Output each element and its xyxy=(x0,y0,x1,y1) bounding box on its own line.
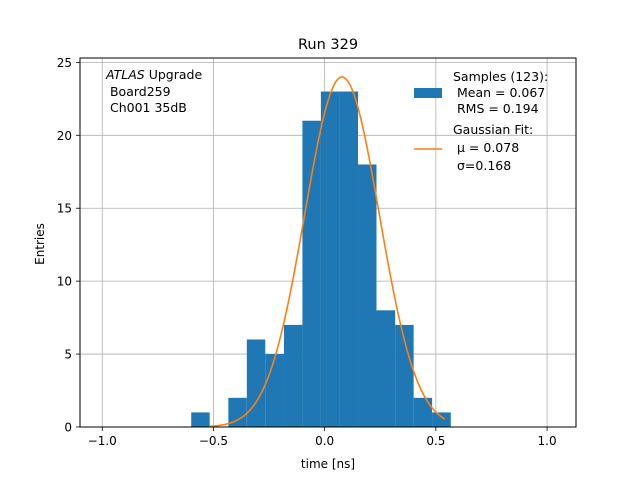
histogram-bar xyxy=(432,412,451,427)
x-tick-label: 0.0 xyxy=(315,434,334,448)
histogram-bar xyxy=(191,412,210,427)
legend-samples-swatch xyxy=(414,88,442,98)
y-tick-label: 5 xyxy=(64,348,72,362)
y-axis-label: Entries xyxy=(33,223,47,265)
histogram-bar xyxy=(246,339,266,427)
atlas-word: ATLAS xyxy=(105,67,145,82)
y-tick-label: 10 xyxy=(57,275,72,289)
upgrade-word: Upgrade xyxy=(145,67,203,82)
histogram-bars xyxy=(191,91,451,428)
histogram-bar xyxy=(228,397,247,427)
histogram-bar xyxy=(283,324,303,427)
legend: Samples (123): Mean = 0.067 RMS = 0.194 … xyxy=(414,69,548,173)
gaussian-fit-curve xyxy=(208,76,446,428)
legend-samples-rms: RMS = 0.194 xyxy=(453,101,539,116)
legend-fit-title: Gaussian Fit: xyxy=(453,122,533,137)
axis-ticks: −1.0 −0.5 0.0 0.5 1.0 0 5 10 15 20 25 xyxy=(57,56,557,448)
histogram-bar xyxy=(395,324,414,427)
channel-label: Ch001 35dB xyxy=(106,100,187,115)
legend-fit-sigma: σ=0.168 xyxy=(457,158,511,173)
svg-text:ATLAS Upgrade: ATLAS Upgrade xyxy=(105,67,202,82)
histogram-bar xyxy=(358,164,377,428)
axes-frame xyxy=(79,57,577,428)
legend-samples-mean: Mean = 0.067 xyxy=(453,85,545,100)
chart-title: Run 329 xyxy=(298,37,358,53)
histogram-bar xyxy=(413,397,433,427)
x-tick-label: 1.0 xyxy=(538,434,557,448)
x-tick-label: −1.0 xyxy=(88,434,117,448)
board-label: Board259 xyxy=(106,84,171,99)
y-tick-label: 0 xyxy=(64,421,72,435)
histogram-bar xyxy=(320,91,340,427)
y-tick-label: 15 xyxy=(57,202,72,216)
atlas-annotation: ATLAS Upgrade Board259 Ch001 35dB xyxy=(105,67,202,115)
x-axis-label: time [ns] xyxy=(301,457,355,471)
histogram-bar xyxy=(376,310,396,427)
histogram-bar xyxy=(302,120,321,427)
x-tick-label: 0.5 xyxy=(426,434,445,448)
histogram-bar xyxy=(265,354,284,427)
x-tick-label: −0.5 xyxy=(199,434,228,448)
legend-fit-mu: μ = 0.078 xyxy=(457,140,519,155)
legend-samples-title: Samples (123): xyxy=(453,69,548,84)
y-tick-label: 25 xyxy=(57,56,72,70)
histogram-bar xyxy=(339,91,359,427)
y-tick-label: 20 xyxy=(57,129,72,143)
